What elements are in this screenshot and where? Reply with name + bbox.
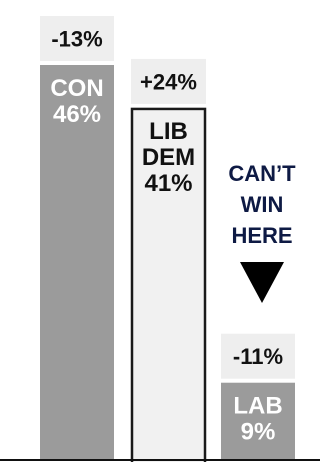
change-box-lab: [221, 333, 295, 379]
value-label-con: 46%: [53, 101, 101, 128]
annotation-line-1: WIN: [241, 192, 284, 217]
annotation-line-2: HERE: [231, 223, 292, 248]
bar-lib-dem: [130, 107, 207, 462]
change-box-con: [40, 16, 114, 61]
down-arrow-icon: [240, 262, 284, 303]
change-label-con: -13%: [51, 27, 102, 52]
value-label-lib-dem: 41%: [144, 170, 192, 197]
category-label-lib-dem-1: DEM: [142, 144, 195, 171]
bar-lab: [221, 382, 295, 460]
bar-con: [40, 65, 114, 460]
category-label-con-0: CON: [50, 75, 103, 102]
change-label-lib-dem: +24%: [140, 69, 197, 94]
change-label-lab: -11%: [233, 344, 283, 369]
value-label-lab: 9%: [241, 419, 276, 446]
category-label-lab-0: LAB: [233, 393, 282, 420]
annotation-line-0: CAN’T: [228, 161, 296, 186]
change-box-lib-dem: [131, 58, 206, 104]
category-label-lib-dem-0: LIB: [149, 118, 188, 145]
